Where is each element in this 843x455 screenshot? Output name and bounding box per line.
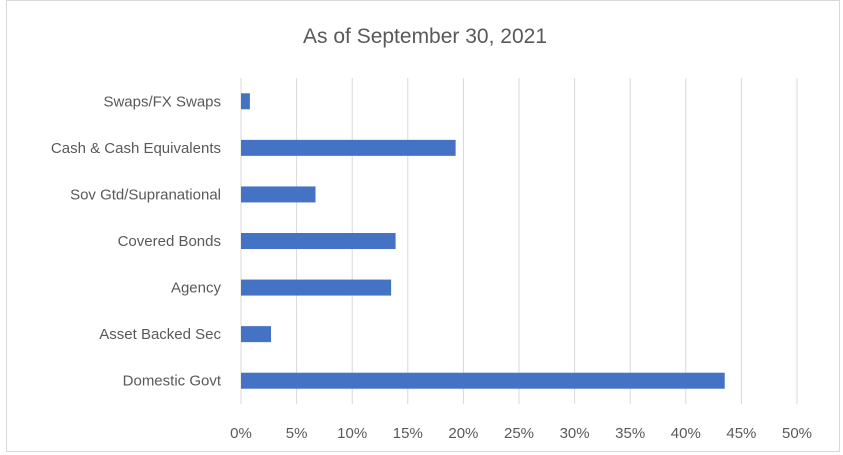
bar xyxy=(241,279,392,296)
x-tick-label: 5% xyxy=(286,425,308,442)
x-tick-label: 45% xyxy=(726,425,756,442)
bars xyxy=(241,93,725,389)
category-label: Covered Bonds xyxy=(118,233,221,250)
category-label: Sov Gtd/Supranational xyxy=(70,186,221,203)
x-tick-label: 15% xyxy=(393,425,423,442)
category-label: Agency xyxy=(171,280,222,297)
x-tick-label: 25% xyxy=(504,425,534,442)
bar xyxy=(241,233,396,249)
x-tick-label: 35% xyxy=(615,425,645,442)
bar xyxy=(241,186,316,203)
x-tick-label: 20% xyxy=(448,425,478,442)
category-label: Swaps/FX Swaps xyxy=(103,93,221,110)
x-tick-labels: 0% 5% 10% 15% 20% 25% 30% 35% 40% 45% 50% xyxy=(230,425,812,442)
x-tick-label: 50% xyxy=(782,425,812,442)
x-tick-label: 0% xyxy=(230,425,252,442)
x-tick-label: 30% xyxy=(560,425,590,442)
category-label: Domestic Govt xyxy=(123,373,222,390)
category-label: Cash & Cash Equivalents xyxy=(51,140,221,157)
bar xyxy=(241,93,250,110)
x-tick-label: 10% xyxy=(337,425,367,442)
bar xyxy=(241,326,272,343)
x-tick-label: 40% xyxy=(671,425,701,442)
category-labels: Swaps/FX Swaps Cash & Cash Equivalents Sov… xyxy=(51,93,222,389)
category-label: Asset Backed Sec xyxy=(99,326,221,343)
bar xyxy=(241,372,725,389)
bar xyxy=(241,139,456,156)
gridlines xyxy=(240,78,798,404)
chart-title: As of September 30, 2021 xyxy=(303,25,547,48)
